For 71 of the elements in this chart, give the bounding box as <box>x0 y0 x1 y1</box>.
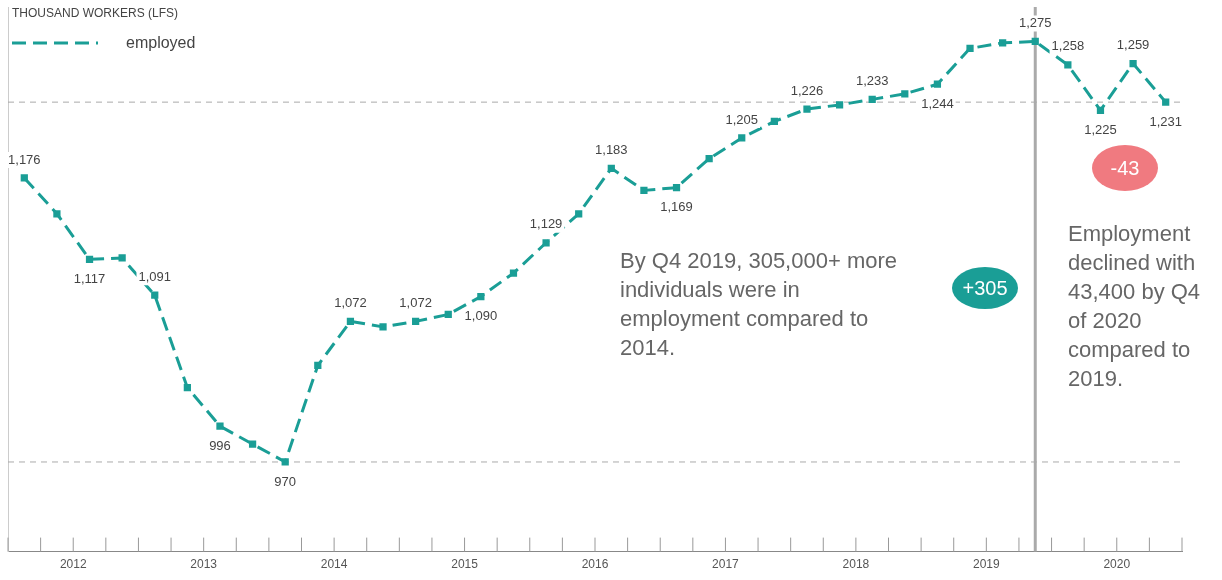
point <box>999 39 1007 47</box>
point <box>1162 98 1170 106</box>
point <box>183 383 191 392</box>
data-label: 1,091 <box>138 268 172 284</box>
data-label: 1,129 <box>529 216 563 232</box>
point <box>216 422 224 430</box>
data-label: 1,117 <box>73 270 106 286</box>
data-label: 1,259 <box>1116 37 1150 53</box>
point <box>477 292 485 301</box>
point <box>640 186 648 194</box>
data-label: 1,225 <box>1084 121 1117 137</box>
x-tick-label: 2018 <box>842 557 870 572</box>
x-tick-label: 2019 <box>972 557 1000 572</box>
data-label: 1,205 <box>725 111 759 127</box>
data-label: 1,183 <box>595 141 628 157</box>
point <box>770 117 778 126</box>
point <box>412 317 420 325</box>
point <box>672 183 681 192</box>
point <box>933 80 942 88</box>
annotation: -43 <box>1110 156 1140 179</box>
point <box>738 134 746 142</box>
data-label: 1,233 <box>855 72 889 88</box>
point <box>20 174 28 182</box>
point <box>248 440 257 448</box>
point <box>509 269 518 277</box>
annotation: By Q4 2019, 305,000+ more individuals were in employment compared to 2014. <box>620 248 898 361</box>
point <box>803 105 811 113</box>
data-label: 1,258 <box>1051 38 1085 54</box>
x-tick-label: 2020 <box>1103 557 1131 572</box>
x-tick-label: 2016 <box>581 557 609 572</box>
point <box>379 323 387 331</box>
point <box>705 155 713 163</box>
x-tick-label: 2014 <box>320 557 348 572</box>
x-tick-label: 2012 <box>59 557 87 572</box>
point <box>1096 106 1105 115</box>
point <box>85 255 94 263</box>
data-label: 1,244 <box>921 95 954 111</box>
data-label: 1,275 <box>1018 15 1052 31</box>
point <box>607 164 615 172</box>
point <box>835 101 844 109</box>
data-label: 1,231 <box>1149 113 1182 129</box>
point <box>53 210 61 218</box>
data-label: 1,226 <box>790 82 824 98</box>
data-label: 1,072 <box>399 294 432 310</box>
point <box>444 310 452 319</box>
text: employed <box>126 34 196 52</box>
data-label: 1,090 <box>464 308 498 324</box>
y-axis-title: THOUSAND WORKERS (LFS) <box>12 6 179 21</box>
point <box>575 210 583 218</box>
point <box>1129 59 1137 68</box>
data-label: 996 <box>209 437 231 453</box>
data-label: 1,169 <box>660 199 693 215</box>
point <box>868 95 876 103</box>
annotation: Employment declined with 43,400 by Q4 of 2020 compared to 2019. <box>1068 221 1201 392</box>
point <box>1064 61 1072 69</box>
data-label: 1,072 <box>334 294 367 310</box>
data-label: 970 <box>274 473 297 489</box>
point <box>966 44 974 52</box>
point <box>118 254 126 262</box>
data-label: 1,176 <box>8 151 41 167</box>
point <box>314 361 322 370</box>
point <box>281 458 289 466</box>
x-tick-label: 2015 <box>451 557 479 572</box>
point <box>1031 37 1039 46</box>
point <box>346 317 355 325</box>
x-tick-label: 2017 <box>712 557 740 572</box>
point <box>901 90 909 98</box>
point <box>151 291 159 299</box>
x-tick-label: 2013 <box>190 557 218 572</box>
annotation: +305 <box>962 276 1008 299</box>
point <box>542 239 550 247</box>
